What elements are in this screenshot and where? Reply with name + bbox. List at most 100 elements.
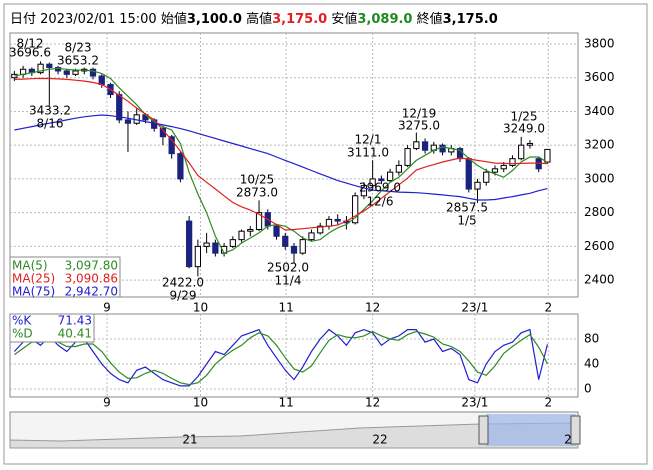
candle-body [526, 142, 534, 146]
navigator-handle[interactable] [570, 415, 581, 445]
candle-body [413, 141, 420, 150]
y-tick-label: 40 [584, 357, 599, 371]
candle-body [203, 242, 210, 247]
annotation: 9/29 [170, 289, 197, 303]
x-tick-label: 11 [278, 301, 293, 315]
legend-value: 71.43 [58, 314, 92, 328]
candle-body [369, 178, 376, 187]
label: 始値 [160, 12, 187, 27]
series-line [14, 330, 548, 386]
annotation: 2857.5 [446, 201, 488, 215]
candle-body [317, 225, 324, 234]
candle-body [421, 141, 429, 151]
legend-box [9, 256, 121, 298]
frame [3, 3, 648, 465]
navigator-selection[interactable] [486, 414, 576, 446]
x-tick-label: 9 [103, 396, 111, 410]
open: 3,100.0 [186, 12, 242, 27]
candle-body [116, 94, 123, 121]
candle-body [518, 144, 525, 160]
header: 日付 2023/02/01 15:00 始値3,100.0 高値3,175.0 … [10, 8, 498, 27]
annotation: 1/5 [457, 214, 476, 228]
candle-body [465, 158, 472, 190]
candle-body [46, 63, 53, 69]
candle-body [395, 164, 402, 173]
label: 終値 [416, 12, 443, 27]
y-tick-label: 2400 [584, 273, 615, 287]
candle-body [194, 245, 201, 268]
candle-body [89, 68, 97, 77]
candle-body [360, 185, 368, 197]
x-tick-label: 23/1 [461, 396, 488, 410]
candle-body [387, 171, 394, 182]
candle-body [378, 178, 385, 182]
x-tick-label: 2 [544, 301, 552, 315]
datetime: 2023/02/01 15:00 [40, 12, 157, 27]
stoch-panel [9, 313, 579, 398]
x-tick-label: 12 [365, 396, 380, 410]
navigator-handle[interactable] [478, 415, 489, 445]
y-tick-label: 3000 [584, 171, 615, 185]
annotation: 1/25 [511, 110, 538, 124]
annotation: 3111.0 [347, 146, 389, 160]
y-tick-label: 3400 [584, 104, 615, 118]
candle-body [439, 144, 446, 153]
annotation: 2502.0 [267, 261, 309, 275]
candle-body [255, 212, 263, 231]
legend-box [9, 313, 95, 343]
candle-body [37, 63, 44, 74]
candle-body [325, 218, 333, 227]
candle-body [63, 70, 70, 75]
y-tick-label: 3200 [584, 138, 615, 152]
annotation: 3653.2 [57, 54, 99, 68]
candle-body [290, 245, 298, 254]
legend-name: %D [12, 327, 33, 341]
legend-name: MA(75) [12, 285, 55, 299]
candle-body [273, 225, 280, 237]
annotation: 2873.0 [236, 186, 278, 200]
label: 高値 [246, 12, 273, 27]
candle-body [456, 148, 464, 160]
legend-name: MA(25) [12, 272, 55, 286]
candle-body [247, 229, 254, 232]
low: 3,089.0 [357, 12, 413, 27]
candle-body [483, 171, 490, 183]
annotation: 3275.0 [398, 119, 440, 133]
annotation: 10/25 [240, 173, 275, 187]
annotation: 12/6 [367, 195, 394, 209]
candle-body [404, 148, 411, 166]
y-tick-label: 0 [584, 382, 592, 396]
legend-name: MA(5) [12, 259, 48, 273]
annotation: 12/1 [355, 133, 382, 147]
y-tick-label: 3600 [584, 70, 615, 84]
candle-body [72, 70, 79, 75]
x-tick-label: 11 [278, 396, 293, 410]
annotation: 8/12 [17, 37, 44, 51]
series-line [13, 328, 548, 387]
candle-body [229, 239, 236, 247]
candle-body [282, 235, 289, 247]
candle-body [352, 195, 359, 224]
candle-body [334, 218, 341, 222]
label: 安値 [331, 12, 358, 27]
candle-body [509, 158, 516, 166]
legend-value: 3,097.80 [65, 259, 118, 273]
y-tick-label: 3800 [584, 36, 615, 50]
navigator-label: 2 [564, 433, 572, 447]
x-tick-label: 2 [544, 396, 552, 410]
legend-value: 2,942.70 [65, 285, 118, 299]
candle-body [491, 168, 499, 173]
candle-body [500, 164, 507, 170]
legend-name: %K [12, 314, 32, 328]
candle-body [177, 153, 184, 180]
legend-value: 3,090.86 [65, 272, 118, 286]
candle-body [238, 230, 245, 241]
annotation: 2422.0 [162, 276, 204, 290]
series-line [14, 67, 548, 254]
y-tick-label: 2600 [584, 239, 615, 253]
x-tick-label: 10 [193, 301, 208, 315]
x-tick-label: 10 [193, 396, 208, 410]
x-tick-label: 23/1 [461, 301, 488, 315]
candle-body [299, 239, 306, 254]
